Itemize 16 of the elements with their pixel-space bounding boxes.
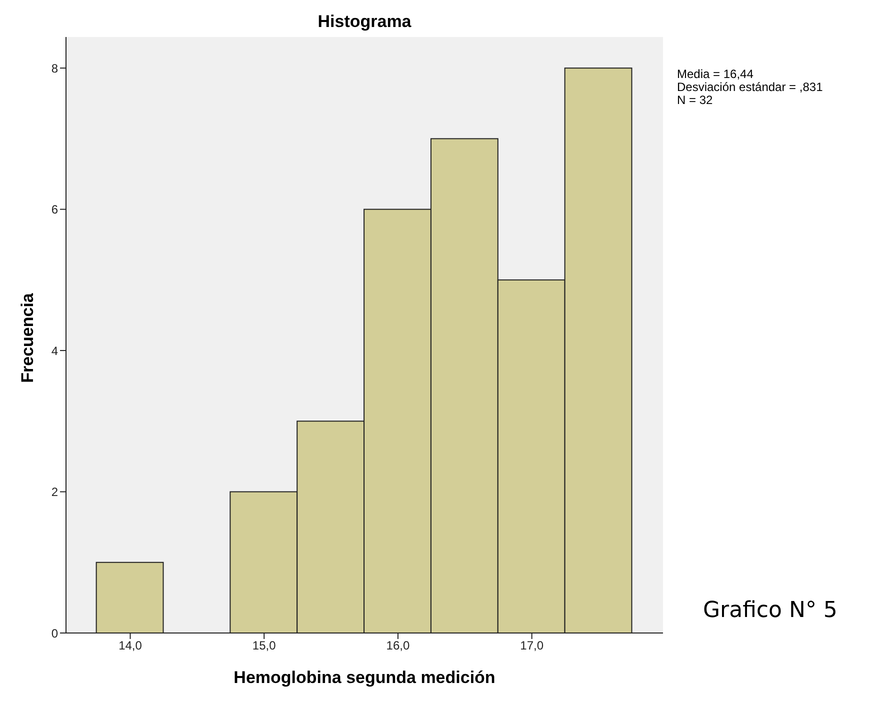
chart-title: Histograma [316, 12, 412, 32]
x-axis-title: Hemoglobina segunda medición [232, 668, 496, 688]
x-tick-label: 17,0 [520, 638, 544, 653]
y-axis-title: Frecuencia [18, 292, 38, 385]
text: Grafico N° 5 [703, 598, 838, 623]
y-tick-label: 8 [51, 61, 58, 76]
text: Desviación estándar = ,831 [677, 80, 823, 94]
y-tick-label: 4 [51, 344, 58, 358]
y-tick-label: 6 [51, 202, 58, 217]
x-tick-label: 15,0 [252, 638, 276, 653]
text: N = 32 [677, 93, 714, 107]
x-tick-label: 14,0 [118, 638, 142, 653]
text: Media = 16,44 [677, 67, 754, 81]
x-tick-label: 16,0 [386, 638, 410, 653]
y-tick-label: 0 [51, 626, 58, 640]
y-tick-label: 2 [51, 485, 58, 500]
